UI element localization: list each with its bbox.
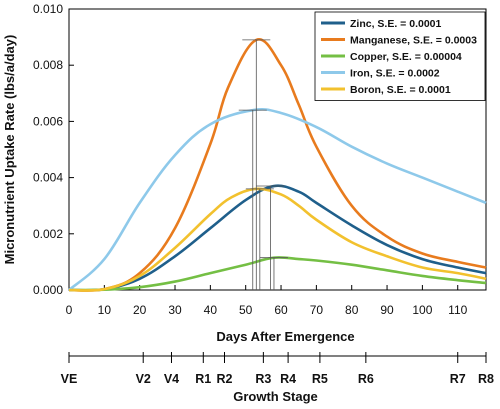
growth-stage-label: V2 bbox=[136, 372, 151, 386]
x-tick-label: 70 bbox=[310, 303, 324, 317]
growth-stage-label: V4 bbox=[164, 372, 179, 386]
series-line-iron bbox=[68, 108, 487, 291]
growth-stage-label: R7 bbox=[450, 372, 466, 386]
growth-stage-label: R8 bbox=[478, 372, 494, 386]
y-tick-label: 0.002 bbox=[33, 227, 63, 241]
series-line-zinc bbox=[68, 184, 487, 292]
growth-stage-label: R2 bbox=[216, 372, 232, 386]
x-axis-title: Days After Emergence bbox=[216, 329, 354, 344]
y-axis-title: Micronutrient Uptake Rate (lbs/a/day) bbox=[2, 35, 17, 265]
x-tick-label: 20 bbox=[133, 303, 147, 317]
growth-stage-label: VE bbox=[61, 372, 78, 386]
x-tick-label: 60 bbox=[274, 303, 288, 317]
legend-label: Iron, S.E. = 0.0002 bbox=[350, 68, 440, 80]
series-line-manganese bbox=[68, 38, 487, 293]
x-tick-label: 50 bbox=[239, 303, 253, 317]
legend-label: Boron, S.E. = 0.0001 bbox=[350, 84, 451, 96]
x-tick-label: 80 bbox=[345, 303, 359, 317]
y-tick-label: 0.006 bbox=[33, 114, 63, 128]
legend-label: Zinc, S.E. = 0.0001 bbox=[350, 18, 442, 30]
x-tick-label: 100 bbox=[412, 303, 432, 317]
growth-stage-label: R6 bbox=[358, 372, 374, 386]
series-lines bbox=[68, 38, 487, 293]
x-axis-ticks: 0 10 20 30 40 50 60 70 80 90 100 110 bbox=[66, 285, 468, 317]
peak-marker-lines bbox=[238, 39, 288, 290]
legend-label: Copper, S.E. = 0.00004 bbox=[350, 51, 462, 63]
growth-stage-axis: VE V2 V4 R1 R2 R3 R4 R5 R6 R7 R8 bbox=[61, 352, 494, 386]
y-tick-label: 0.004 bbox=[33, 171, 63, 185]
legend-label: Manganese, S.E. = 0.0003 bbox=[350, 35, 477, 47]
series-line-copper bbox=[68, 256, 487, 292]
growth-stage-label: R3 bbox=[255, 372, 271, 386]
growth-stage-label: R1 bbox=[195, 372, 211, 386]
x-tick-label: 0 bbox=[66, 303, 73, 317]
x-tick-label: 90 bbox=[380, 303, 394, 317]
x-tick-label: 10 bbox=[98, 303, 112, 317]
growth-stage-label: R4 bbox=[280, 372, 296, 386]
series-line-boron bbox=[68, 187, 487, 292]
legend: Zinc, S.E. = 0.0001 Manganese, S.E. = 0.0… bbox=[314, 11, 486, 101]
y-tick-label: 0.010 bbox=[33, 2, 63, 16]
y-tick-label: 0.008 bbox=[33, 58, 63, 72]
x-tick-label: 30 bbox=[168, 303, 182, 317]
y-axis-ticks: 0.000 0.002 0.004 0.006 0.008 0.010 bbox=[33, 2, 74, 297]
y-tick-label: 0.000 bbox=[33, 283, 63, 297]
plot-frame bbox=[68, 8, 487, 291]
growth-stage-title: Growth Stage bbox=[233, 389, 318, 404]
plot-border bbox=[68, 8, 487, 291]
x-tick-label: 110 bbox=[448, 303, 467, 317]
x-tick-label: 40 bbox=[204, 303, 218, 317]
growth-stage-label: R5 bbox=[312, 372, 328, 386]
